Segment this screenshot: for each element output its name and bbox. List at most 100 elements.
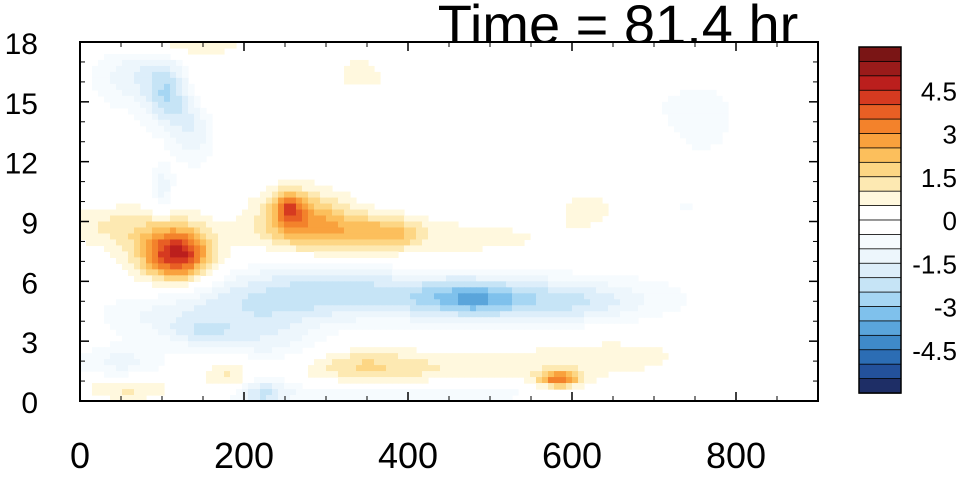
heatmap-cell xyxy=(392,317,399,324)
heatmap-cell xyxy=(320,299,327,306)
heatmap-cell xyxy=(554,359,561,366)
heatmap-cell xyxy=(434,317,441,324)
heatmap-cell xyxy=(140,239,147,247)
heatmap-cell xyxy=(650,287,657,294)
heatmap-cell xyxy=(566,299,573,306)
heatmap-cell xyxy=(596,305,603,312)
heatmap-cell xyxy=(560,311,567,318)
heatmap-cell xyxy=(530,365,537,372)
heatmap-cell xyxy=(524,281,531,288)
heatmap-cell xyxy=(188,227,195,235)
heatmap-cell xyxy=(158,227,165,235)
colorbar-label: 4.5 xyxy=(921,76,957,106)
heatmap-cell xyxy=(188,233,195,241)
heatmap-cell xyxy=(170,347,177,354)
heatmap-cell xyxy=(626,293,633,300)
heatmap-cell xyxy=(110,353,117,360)
heatmap-cell xyxy=(362,203,369,211)
heatmap-cell xyxy=(668,287,675,294)
heatmap-cell xyxy=(698,113,705,121)
heatmap-cell xyxy=(566,269,573,276)
heatmap-cell xyxy=(332,359,339,366)
heatmap-cell xyxy=(512,311,519,318)
heatmap-cell xyxy=(350,371,357,378)
heatmap-cell xyxy=(362,209,369,217)
heatmap-cell xyxy=(554,377,561,384)
heatmap-cell xyxy=(104,89,111,97)
heatmap-cell xyxy=(332,269,339,276)
heatmap-cell xyxy=(80,359,87,366)
heatmap-cell xyxy=(146,83,153,91)
heatmap-cell xyxy=(638,281,645,288)
heatmap-cell xyxy=(572,347,579,354)
heatmap-cell xyxy=(656,299,663,306)
heatmap-cell xyxy=(278,293,285,300)
heatmap-cell xyxy=(524,293,531,300)
heatmap-cell xyxy=(572,377,579,384)
heatmap-cell xyxy=(464,365,471,372)
heatmap-cell xyxy=(374,353,381,360)
heatmap-cell xyxy=(506,305,513,312)
heatmap-cell xyxy=(170,299,177,306)
heatmap-cell xyxy=(140,389,147,396)
heatmap-cell xyxy=(236,329,243,336)
heatmap-cell xyxy=(380,263,387,270)
heatmap-cell xyxy=(170,239,177,247)
heatmap-cell xyxy=(284,287,291,294)
heatmap-cell xyxy=(266,263,273,270)
heatmap-cell xyxy=(206,323,213,330)
heatmap-cell xyxy=(644,305,651,312)
heatmap-cell xyxy=(146,125,153,133)
heatmap-cell xyxy=(170,335,177,342)
heatmap-cell xyxy=(212,317,219,324)
heatmap-cell xyxy=(146,113,153,121)
heatmap-cell xyxy=(98,59,105,67)
heatmap-cell xyxy=(578,281,585,288)
heatmap-cell xyxy=(356,311,363,318)
heatmap-cell xyxy=(356,221,363,229)
heatmap-cell xyxy=(308,263,315,270)
heatmap-cell xyxy=(350,65,357,73)
heatmap-cell xyxy=(224,245,231,253)
heatmap-cell xyxy=(338,263,345,270)
heatmap-cell xyxy=(182,275,189,282)
heatmap-cell xyxy=(392,251,399,258)
heatmap-cell xyxy=(194,149,201,157)
heatmap-cell xyxy=(236,317,243,324)
heatmap-cell xyxy=(236,341,243,348)
heatmap-cell xyxy=(320,317,327,324)
heatmap-cell xyxy=(320,281,327,288)
heatmap-cell xyxy=(512,239,519,247)
heatmap-cell xyxy=(122,263,129,270)
heatmap-cell xyxy=(194,101,201,109)
heatmap-cell xyxy=(110,71,117,79)
heatmap-cell xyxy=(278,299,285,306)
heatmap-cell xyxy=(464,305,471,312)
colorbar-swatch xyxy=(858,161,902,178)
heatmap-cell xyxy=(566,359,573,366)
heatmap-cell xyxy=(194,347,201,354)
heatmap-cell xyxy=(410,293,417,300)
heatmap-cell xyxy=(656,353,663,360)
heatmap-cell xyxy=(620,305,627,312)
heatmap-cell xyxy=(332,371,339,378)
heatmap-cell xyxy=(134,269,141,276)
heatmap-cell xyxy=(644,287,651,294)
heatmap-cell xyxy=(260,203,267,211)
heatmap-cell xyxy=(356,239,363,247)
heatmap-cell xyxy=(260,275,267,282)
heatmap-cell xyxy=(392,347,399,354)
heatmap-cell xyxy=(212,329,219,336)
heatmap-cell xyxy=(176,269,183,276)
heatmap-cell xyxy=(116,305,123,312)
heatmap-cell xyxy=(548,281,555,288)
heatmap-cell xyxy=(548,287,555,294)
heatmap-cell xyxy=(128,341,135,348)
heatmap-cell xyxy=(338,233,345,241)
heatmap-cell xyxy=(320,371,327,378)
heatmap-cell xyxy=(548,353,555,360)
heatmap-cell xyxy=(494,389,501,396)
heatmap-cell xyxy=(122,311,129,318)
heatmap-cell xyxy=(692,143,699,151)
heatmap-cell xyxy=(536,359,543,366)
